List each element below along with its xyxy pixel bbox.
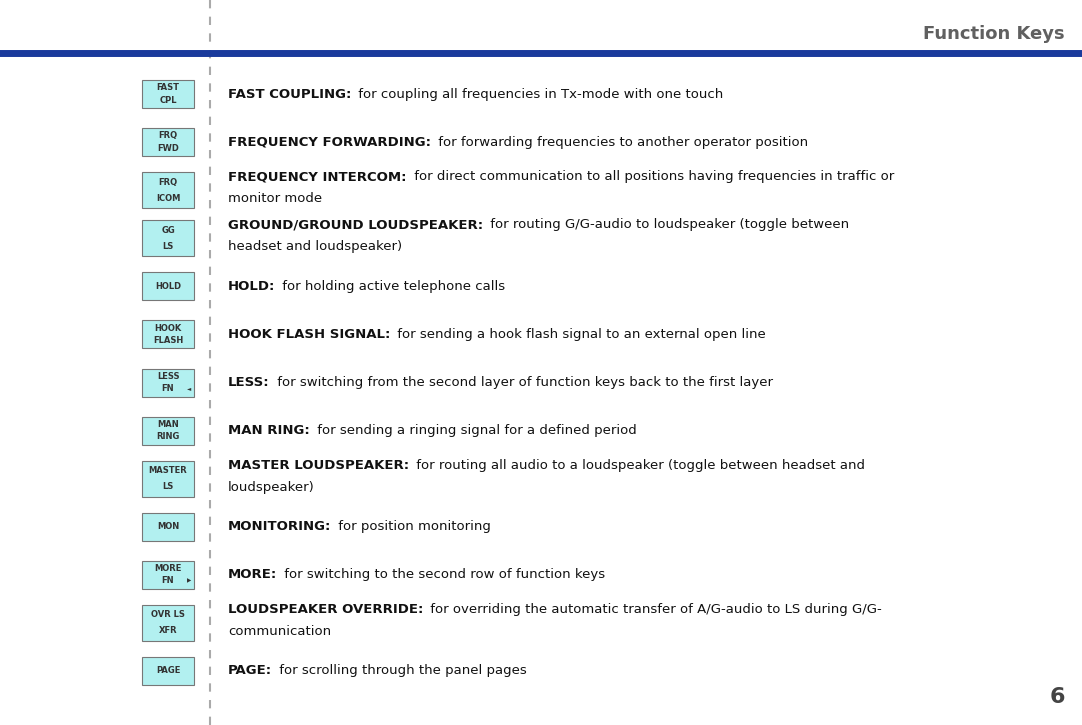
Text: GG: GG <box>161 226 175 235</box>
Text: XFR: XFR <box>159 626 177 635</box>
Text: FRQ: FRQ <box>158 131 177 141</box>
FancyBboxPatch shape <box>142 368 194 397</box>
Text: FREQUENCY INTERCOM:: FREQUENCY INTERCOM: <box>228 170 407 183</box>
FancyBboxPatch shape <box>142 605 194 641</box>
Text: for scrolling through the panel pages: for scrolling through the panel pages <box>275 664 527 677</box>
Text: FLASH: FLASH <box>153 336 183 345</box>
FancyBboxPatch shape <box>142 320 194 349</box>
FancyBboxPatch shape <box>142 657 194 685</box>
Text: MASTER: MASTER <box>148 466 187 475</box>
Text: FREQUENCY FORWARDING:: FREQUENCY FORWARDING: <box>228 136 431 149</box>
Text: RING: RING <box>156 432 180 442</box>
Text: HOOK: HOOK <box>155 324 182 333</box>
Text: FN: FN <box>161 576 174 586</box>
Text: for position monitoring: for position monitoring <box>334 521 491 533</box>
Text: for overriding the automatic transfer of A/G-audio to LS during G/G-: for overriding the automatic transfer of… <box>426 603 882 616</box>
Text: for switching to the second row of function keys: for switching to the second row of funct… <box>280 568 605 581</box>
Text: LESS: LESS <box>157 372 180 381</box>
FancyBboxPatch shape <box>142 220 194 256</box>
Text: PAGE: PAGE <box>156 666 181 676</box>
Text: PAGE:: PAGE: <box>228 664 273 677</box>
Text: communication: communication <box>228 625 331 638</box>
FancyBboxPatch shape <box>142 128 194 156</box>
Text: FWD: FWD <box>157 144 179 153</box>
Text: headset and loudspeaker): headset and loudspeaker) <box>228 241 403 254</box>
Text: GROUND/GROUND LOUDSPEAKER:: GROUND/GROUND LOUDSPEAKER: <box>228 218 484 231</box>
Text: OVR LS: OVR LS <box>151 610 185 619</box>
Text: LS: LS <box>162 482 173 491</box>
Text: LESS:: LESS: <box>228 376 269 389</box>
Text: for switching from the second layer of function keys back to the first layer: for switching from the second layer of f… <box>273 376 773 389</box>
FancyBboxPatch shape <box>142 173 194 208</box>
Text: FAST: FAST <box>157 83 180 92</box>
Text: 6: 6 <box>1050 687 1065 707</box>
Text: for direct communication to all positions having frequencies in traffic or: for direct communication to all position… <box>409 170 894 183</box>
Text: LOUDSPEAKER OVERRIDE:: LOUDSPEAKER OVERRIDE: <box>228 603 423 616</box>
Text: ICOM: ICOM <box>156 194 181 202</box>
Text: FN: FN <box>161 384 174 393</box>
Text: ◄: ◄ <box>187 386 192 392</box>
Text: CPL: CPL <box>159 96 176 104</box>
FancyBboxPatch shape <box>142 561 194 589</box>
Text: HOLD: HOLD <box>155 282 181 291</box>
Text: MON: MON <box>157 522 180 531</box>
Text: LS: LS <box>162 241 173 251</box>
Text: for routing G/G-audio to loudspeaker (toggle between: for routing G/G-audio to loudspeaker (to… <box>486 218 849 231</box>
FancyBboxPatch shape <box>142 513 194 541</box>
Text: MAN RING:: MAN RING: <box>228 424 309 437</box>
Text: Function Keys: Function Keys <box>923 25 1065 43</box>
Text: MAN: MAN <box>157 420 179 429</box>
Text: FRQ: FRQ <box>158 178 177 187</box>
Text: for holding active telephone calls: for holding active telephone calls <box>278 280 505 293</box>
Text: MORE: MORE <box>155 564 182 573</box>
FancyBboxPatch shape <box>142 80 194 108</box>
Text: for coupling all frequencies in Tx-mode with one touch: for coupling all frequencies in Tx-mode … <box>355 88 724 101</box>
Text: for routing all audio to a loudspeaker (toggle between headset and: for routing all audio to a loudspeaker (… <box>412 459 866 472</box>
Text: for forwarding frequencies to another operator position: for forwarding frequencies to another op… <box>434 136 808 149</box>
FancyBboxPatch shape <box>142 273 194 300</box>
Text: MASTER LOUDSPEAKER:: MASTER LOUDSPEAKER: <box>228 459 409 472</box>
Text: HOLD:: HOLD: <box>228 280 276 293</box>
FancyBboxPatch shape <box>142 460 194 497</box>
Text: FAST COUPLING:: FAST COUPLING: <box>228 88 352 101</box>
Text: loudspeaker): loudspeaker) <box>228 481 315 494</box>
Text: monitor mode: monitor mode <box>228 192 322 205</box>
Text: ▶: ▶ <box>187 579 192 584</box>
Text: for sending a ringing signal for a defined period: for sending a ringing signal for a defin… <box>313 424 636 437</box>
Text: for sending a hook flash signal to an external open line: for sending a hook flash signal to an ex… <box>394 328 766 341</box>
FancyBboxPatch shape <box>142 417 194 444</box>
Text: HOOK FLASH SIGNAL:: HOOK FLASH SIGNAL: <box>228 328 391 341</box>
Text: MONITORING:: MONITORING: <box>228 521 331 533</box>
Text: MORE:: MORE: <box>228 568 277 581</box>
